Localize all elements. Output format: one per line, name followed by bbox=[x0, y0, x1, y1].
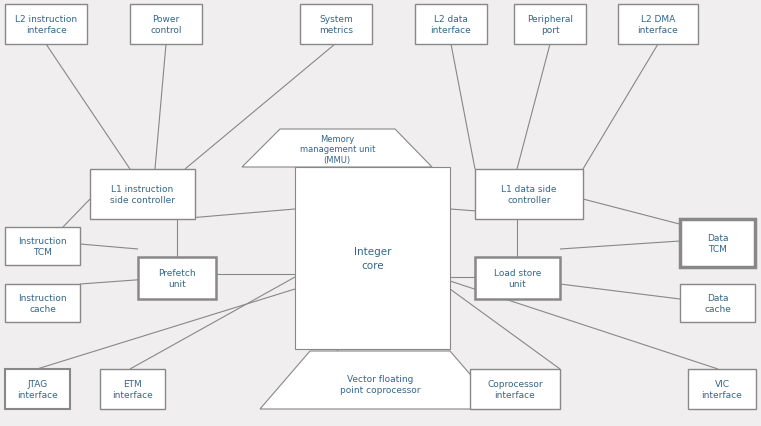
Bar bbox=[5, 227, 80, 265]
Bar bbox=[475, 257, 560, 299]
Text: Instruction
cache: Instruction cache bbox=[18, 293, 67, 313]
Text: ETM
interface: ETM interface bbox=[112, 379, 153, 399]
Bar bbox=[100, 369, 165, 409]
Text: L2 DMA
interface: L2 DMA interface bbox=[638, 15, 678, 35]
Text: Coprocessor
interface: Coprocessor interface bbox=[487, 379, 543, 399]
Bar bbox=[5, 369, 70, 409]
Text: L1 instruction
side controller: L1 instruction side controller bbox=[110, 184, 175, 204]
Bar bbox=[514, 5, 586, 45]
Bar bbox=[130, 5, 202, 45]
Text: Memory
management unit
(MMU): Memory management unit (MMU) bbox=[300, 135, 375, 164]
Text: Data
TCM: Data TCM bbox=[707, 233, 728, 253]
Text: L1 data side
controller: L1 data side controller bbox=[501, 184, 557, 204]
Text: Peripheral
port: Peripheral port bbox=[527, 15, 573, 35]
Bar bbox=[680, 284, 755, 322]
Text: Power
control: Power control bbox=[150, 15, 182, 35]
Text: Integer
core: Integer core bbox=[354, 246, 391, 271]
Bar bbox=[295, 167, 450, 349]
Bar bbox=[300, 5, 372, 45]
Bar bbox=[475, 170, 583, 219]
Text: L2 instruction
interface: L2 instruction interface bbox=[15, 15, 77, 35]
Bar bbox=[470, 369, 560, 409]
Text: System
metrics: System metrics bbox=[319, 15, 353, 35]
Text: Vector floating
point coprocessor: Vector floating point coprocessor bbox=[339, 374, 420, 394]
Bar bbox=[5, 5, 87, 45]
Text: Prefetch
unit: Prefetch unit bbox=[158, 268, 196, 288]
Text: VIC
interface: VIC interface bbox=[702, 379, 743, 399]
Bar bbox=[415, 5, 487, 45]
Bar bbox=[90, 170, 195, 219]
Bar bbox=[688, 369, 756, 409]
Polygon shape bbox=[242, 130, 432, 167]
Text: JTAG
interface: JTAG interface bbox=[18, 379, 58, 399]
Bar bbox=[618, 5, 698, 45]
Bar bbox=[5, 284, 80, 322]
Text: L2 data
interface: L2 data interface bbox=[431, 15, 471, 35]
Text: Data
cache: Data cache bbox=[704, 293, 731, 313]
Bar bbox=[680, 219, 755, 268]
Bar bbox=[138, 257, 216, 299]
Text: Load store
unit: Load store unit bbox=[494, 268, 541, 288]
Text: Instruction
TCM: Instruction TCM bbox=[18, 236, 67, 256]
Polygon shape bbox=[260, 351, 500, 409]
